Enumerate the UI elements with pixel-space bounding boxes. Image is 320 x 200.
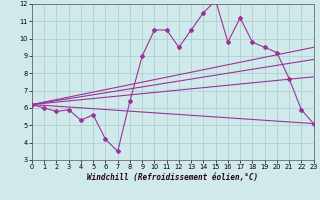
X-axis label: Windchill (Refroidissement éolien,°C): Windchill (Refroidissement éolien,°C) [87, 173, 258, 182]
